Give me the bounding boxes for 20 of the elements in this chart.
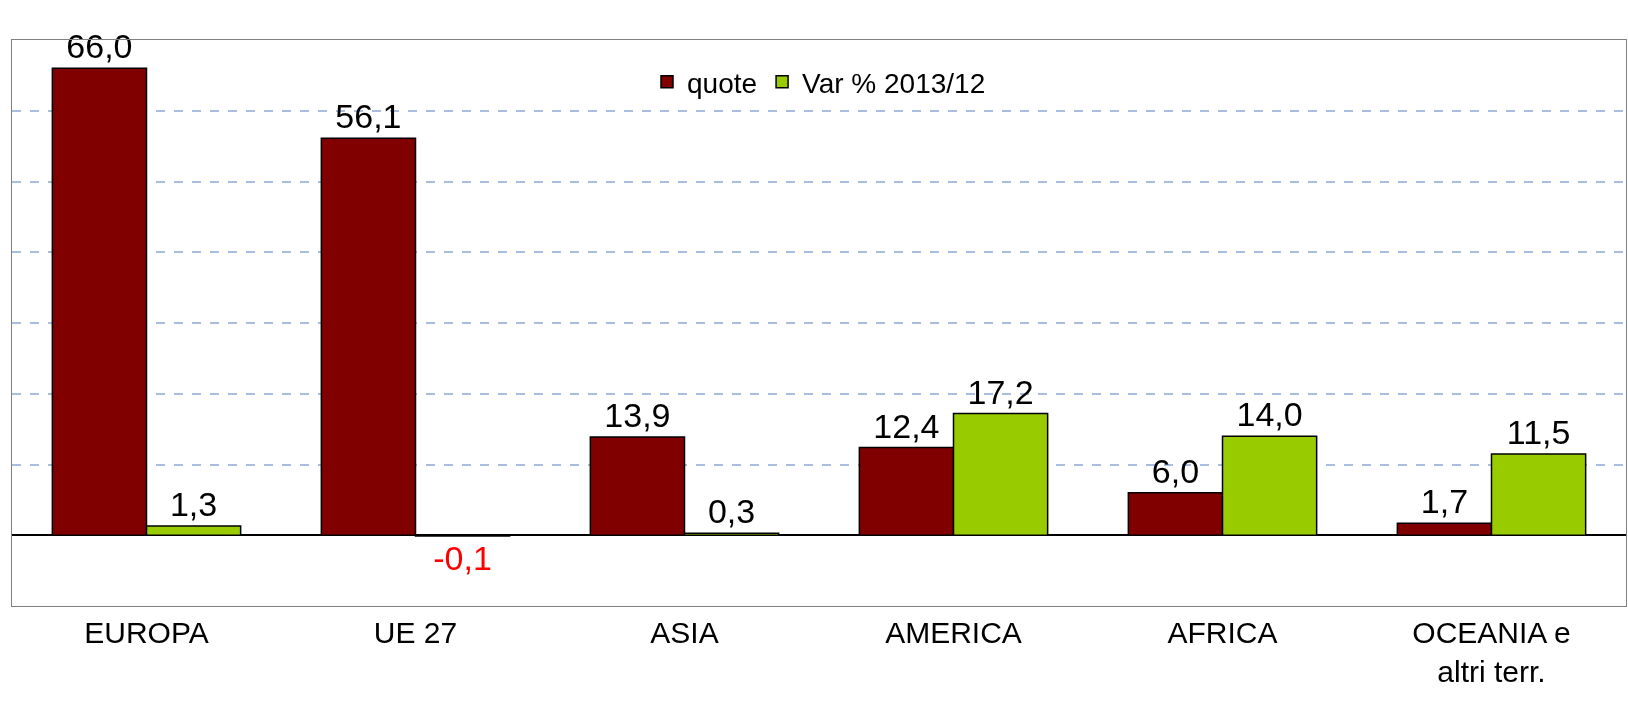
data-label: 14,0 [1236,395,1303,434]
data-label: 0,3 [707,492,756,531]
data-label: -0,1 [433,538,492,577]
data-label: 1,7 [1420,482,1469,521]
data-label: 13,9 [604,395,671,434]
data-label: 12,4 [873,406,940,445]
x-tick-label: AMERICA [885,616,1022,649]
data-label: 11,5 [1506,412,1571,451]
data-label: 17,2 [967,372,1034,411]
x-tick-label: UE 27 [373,616,458,649]
x-tick-label: ASIA [650,616,719,649]
x-tick-label: OCEANIA e altri terr. [1412,616,1571,688]
legend-label: quote [687,67,758,99]
legend-label: Var % 2013/12 [802,67,986,99]
x-tick-label: EUROPA [84,616,209,649]
x-tick-label: AFRICA [1167,616,1278,649]
data-label: 6,0 [1151,451,1200,490]
data-label: 1,3 [169,485,218,524]
data-label: 66,0 [66,27,133,66]
data-label: 56,1 [335,97,402,136]
